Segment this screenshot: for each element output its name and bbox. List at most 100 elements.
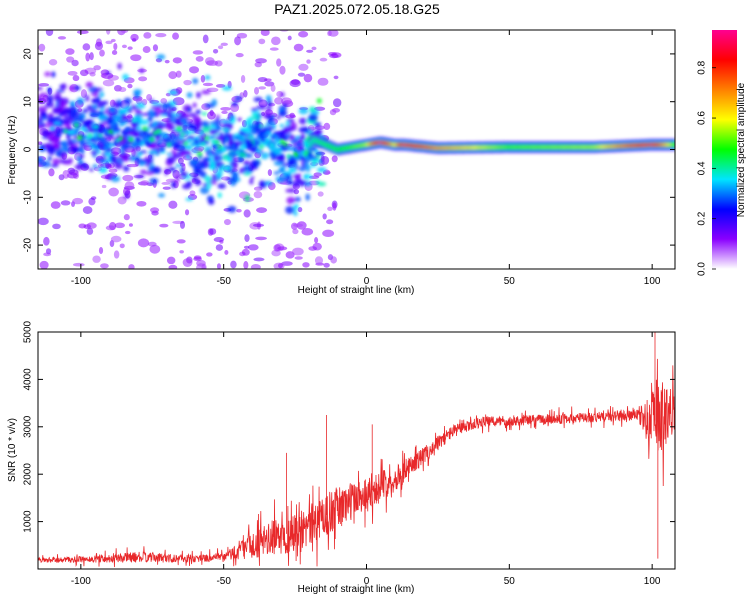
heatmap-cell bbox=[160, 98, 168, 104]
heatmap-cell bbox=[227, 205, 237, 213]
heatmap-cell bbox=[116, 100, 123, 109]
heatmap-cell bbox=[53, 141, 59, 149]
heatmap-cell bbox=[284, 174, 293, 182]
heatmap-cell bbox=[159, 146, 165, 152]
heatmap-cell bbox=[204, 103, 215, 109]
snr-plot-area bbox=[38, 332, 675, 569]
heatmap-cell bbox=[156, 128, 162, 134]
heatmap-cell bbox=[224, 250, 229, 255]
heatmap-cell bbox=[254, 120, 261, 127]
heatmap-cell bbox=[38, 86, 43, 91]
heatmap-cell bbox=[168, 200, 178, 209]
heatmap-cell bbox=[282, 141, 288, 147]
heatmap-cell bbox=[133, 147, 138, 156]
heatmap-cell bbox=[310, 158, 319, 165]
heatmap-cell bbox=[89, 111, 99, 118]
heatmap-cell bbox=[89, 72, 96, 77]
heatmap-cell bbox=[327, 206, 333, 211]
heatmap-cell bbox=[186, 92, 193, 98]
heatmap-cell bbox=[176, 126, 182, 132]
heatmap-cell bbox=[168, 89, 179, 96]
heatmap-cell bbox=[45, 146, 56, 153]
heatmap-cell bbox=[256, 207, 268, 213]
heatmap-cell bbox=[294, 196, 301, 202]
y-tick-label: 5000 bbox=[23, 320, 34, 343]
y-tick-label: 1000 bbox=[23, 510, 34, 533]
heatmap-cell bbox=[65, 48, 75, 55]
heatmap-cell bbox=[183, 140, 189, 146]
heatmap-cell bbox=[283, 103, 288, 108]
heatmap-cell bbox=[142, 126, 148, 132]
heatmap-cell bbox=[208, 129, 219, 135]
heatmap-cell bbox=[105, 40, 113, 45]
heatmap-cell bbox=[216, 124, 222, 131]
heatmap-cell bbox=[314, 256, 324, 265]
heatmap-cell bbox=[105, 120, 113, 126]
heatmap-cell bbox=[106, 71, 111, 75]
heatmap-cell bbox=[191, 149, 199, 154]
heatmap-cell bbox=[145, 140, 151, 146]
heatmap-cell bbox=[238, 151, 247, 159]
snr-panel: -100 -50 0 50 100 1000 2000 3000 4000 5000 Heigh… bbox=[7, 320, 676, 595]
colorbar-tick-label: 0.0 bbox=[697, 262, 708, 276]
heatmap-cell bbox=[90, 150, 99, 154]
heatmap-cell bbox=[186, 137, 192, 143]
heatmap-cell bbox=[297, 72, 306, 77]
heatmap-cell bbox=[210, 161, 215, 170]
heatmap-cell bbox=[38, 124, 44, 130]
heatmap-cell bbox=[201, 89, 211, 95]
heatmap-cell bbox=[256, 105, 267, 110]
heatmap-cell bbox=[267, 169, 272, 177]
heatmap-cell bbox=[197, 151, 203, 157]
heatmap-cell bbox=[316, 98, 322, 104]
heatmap-cell bbox=[292, 228, 299, 235]
heatmap-cell bbox=[193, 139, 199, 145]
heatmap-cell bbox=[69, 85, 74, 92]
heatmap-cell bbox=[118, 135, 124, 141]
heatmap-cell bbox=[254, 86, 260, 95]
x-tick-label: 100 bbox=[644, 576, 661, 587]
heatmap-cell bbox=[172, 57, 182, 64]
heatmap-cell bbox=[72, 74, 80, 82]
heatmap-cell bbox=[105, 225, 116, 231]
x-tick-label: -100 bbox=[71, 276, 91, 287]
heatmap-cell bbox=[85, 52, 91, 62]
heatmap-cell bbox=[128, 137, 134, 143]
heatmap-cell bbox=[236, 117, 243, 122]
heatmap-cell bbox=[204, 57, 215, 66]
heatmap-cell bbox=[93, 87, 103, 92]
heatmap-cell bbox=[215, 114, 220, 120]
heatmap-cell bbox=[234, 149, 240, 155]
heatmap-cell bbox=[166, 142, 172, 148]
heatmap-cell bbox=[85, 81, 94, 88]
heatmap-cell bbox=[265, 106, 272, 111]
heatmap-cell bbox=[250, 264, 261, 269]
heatmap-cell bbox=[298, 31, 309, 38]
x-tick-label: 0 bbox=[364, 576, 370, 587]
heatmap-cell bbox=[108, 187, 119, 197]
heatmap-cell bbox=[279, 123, 285, 128]
y-tick-label: 0 bbox=[23, 146, 34, 152]
heatmap-cell bbox=[214, 60, 223, 67]
heatmap-cell bbox=[89, 52, 94, 61]
heatmap-cell bbox=[102, 120, 107, 126]
heatmap-cell bbox=[52, 223, 61, 230]
heatmap-cell bbox=[39, 260, 49, 269]
heatmap-cell bbox=[257, 148, 262, 154]
heatmap-cell bbox=[67, 167, 76, 174]
heatmap-cell bbox=[200, 74, 206, 83]
heatmap-cell bbox=[313, 122, 321, 127]
heatmap-cell bbox=[122, 174, 134, 182]
heatmap-cell bbox=[223, 219, 231, 226]
heatmap-cell bbox=[96, 110, 104, 116]
heatmap-cell bbox=[317, 191, 324, 197]
heatmap-cell bbox=[276, 157, 285, 162]
heatmap-cell bbox=[171, 112, 180, 118]
heatmap-cell bbox=[41, 160, 51, 168]
x-tick-label: -50 bbox=[216, 276, 231, 287]
heatmap-cell bbox=[253, 190, 263, 199]
heatmap-cell bbox=[180, 132, 186, 138]
heatmap-cell bbox=[119, 154, 129, 162]
heatmap-cell bbox=[48, 59, 58, 66]
heatmap-cell bbox=[293, 210, 298, 217]
